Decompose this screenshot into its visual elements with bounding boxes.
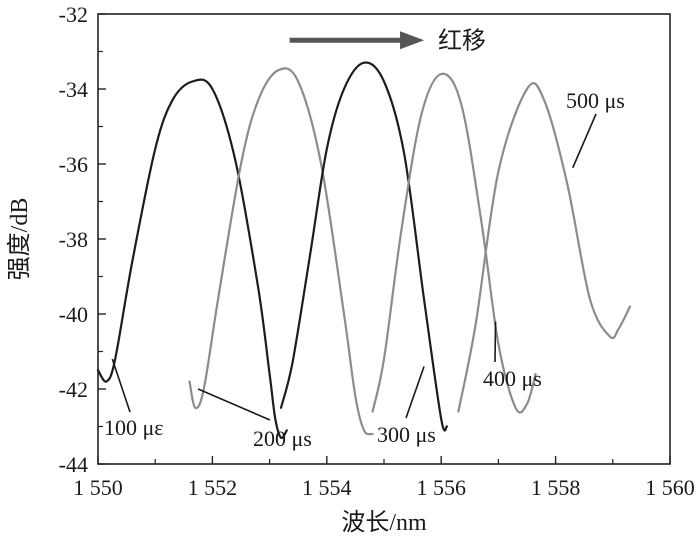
series-line-0 <box>96 78 288 440</box>
annotation-leader <box>111 358 131 413</box>
y-tick-label: -36 <box>59 152 88 177</box>
y-tick-label: -40 <box>59 302 88 327</box>
annotation-label: 300 μs <box>377 422 436 447</box>
y-tick-label: -32 <box>59 2 88 27</box>
y-tick-label: -44 <box>59 452 88 477</box>
annotation-leader <box>572 113 597 169</box>
annotation-label: 400 μs <box>483 366 542 391</box>
annotation-leader <box>494 321 497 363</box>
annotation-label: 500 μs <box>566 88 625 113</box>
x-axis-title: 波长/nm <box>341 509 427 536</box>
y-axis-title: 强度/dB <box>6 198 33 281</box>
x-tick-label: 1 560 <box>645 475 695 500</box>
x-tick-label: 1 556 <box>416 475 466 500</box>
series-line-4 <box>457 82 632 413</box>
y-tick-label: -38 <box>59 227 88 252</box>
annotation-label: 200 μs <box>253 426 312 451</box>
x-tick-label: 1 558 <box>531 475 581 500</box>
series-line-3 <box>371 72 537 414</box>
x-tick-label: 1 550 <box>73 475 123 500</box>
annotation-leader <box>197 388 271 421</box>
annotation-label: 100 με <box>104 415 164 440</box>
x-tick-label: 1 554 <box>302 475 352 500</box>
annotation-leader <box>405 366 425 419</box>
series-line-2 <box>279 61 448 432</box>
x-tick-label: 1 552 <box>188 475 238 500</box>
y-tick-label: -42 <box>59 377 88 402</box>
shift-arrow-head <box>400 31 425 50</box>
shift-arrow-label: 红移 <box>438 27 486 54</box>
series-line-1 <box>188 67 374 436</box>
y-tick-label: -34 <box>59 77 88 102</box>
